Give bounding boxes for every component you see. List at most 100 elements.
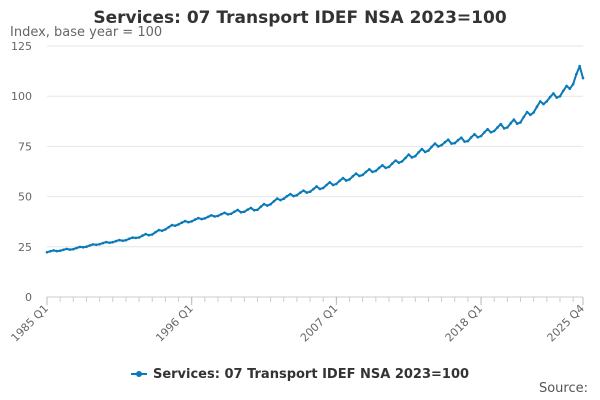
data-point xyxy=(318,187,322,191)
data-point xyxy=(312,187,315,191)
data-point xyxy=(466,139,470,143)
data-point xyxy=(555,96,558,99)
data-point xyxy=(492,129,496,133)
data-point xyxy=(239,211,243,214)
data-point xyxy=(275,197,279,200)
data-point xyxy=(295,193,299,197)
data-point xyxy=(216,214,220,218)
data-point xyxy=(68,248,72,251)
data-point xyxy=(440,143,443,147)
data-point xyxy=(575,72,578,76)
data-point xyxy=(430,145,434,149)
data-point xyxy=(282,197,286,200)
data-point xyxy=(568,87,572,91)
chart-title: Services: 07 Transport IDEF NSA 2023=100 xyxy=(93,8,507,28)
data-point xyxy=(160,229,164,232)
y-tick-label: 125 xyxy=(11,40,32,53)
data-point xyxy=(137,236,141,239)
data-point xyxy=(220,212,223,216)
data-point xyxy=(502,127,506,130)
data-point xyxy=(460,136,463,139)
data-point xyxy=(361,173,365,177)
legend-swatch xyxy=(130,371,147,377)
data-point xyxy=(331,183,335,187)
data-point xyxy=(578,64,581,68)
data-point xyxy=(91,243,95,246)
data-point xyxy=(354,172,358,175)
data-point xyxy=(539,100,542,103)
data-point xyxy=(525,110,529,114)
data-point xyxy=(450,142,453,145)
data-point xyxy=(545,100,549,103)
legend: Services: 07 Transport IDEF NSA 2023=100 xyxy=(0,364,600,382)
y-tick-label: 50 xyxy=(18,191,32,204)
legend-item[interactable]: Services: 07 Transport IDEF NSA 2023=100 xyxy=(130,367,469,382)
data-point xyxy=(384,166,388,170)
data-point xyxy=(203,217,207,220)
data-point xyxy=(581,76,585,80)
data-point xyxy=(351,175,355,178)
data-point xyxy=(55,249,59,253)
data-point xyxy=(147,233,151,237)
y-axis: 0 25 50 75 100 125 xyxy=(11,40,32,304)
data-point xyxy=(427,149,430,152)
data-point xyxy=(437,145,440,148)
data-point xyxy=(164,228,167,231)
data-point xyxy=(279,198,282,202)
data-point xyxy=(45,250,49,254)
x-tick-label: 1985 Q1 xyxy=(9,302,52,345)
data-point xyxy=(177,223,180,226)
data-point xyxy=(78,245,82,249)
data-point xyxy=(397,161,401,164)
data-point xyxy=(364,170,368,174)
data-point xyxy=(210,214,213,217)
data-point xyxy=(453,141,457,145)
data-point xyxy=(262,202,266,206)
data-point xyxy=(358,174,361,178)
data-point xyxy=(410,156,414,159)
data-point xyxy=(108,241,111,244)
data-point xyxy=(256,208,259,212)
data-point xyxy=(535,105,539,108)
data-point xyxy=(558,95,562,98)
data-point xyxy=(377,166,381,170)
data-point xyxy=(562,89,565,93)
y-tick-label: 25 xyxy=(18,241,32,254)
y-tick-label: 100 xyxy=(11,90,32,103)
series-line xyxy=(46,65,584,254)
x-tick-label: 2007 Q1 xyxy=(298,302,341,345)
data-point xyxy=(144,232,147,236)
data-point xyxy=(519,121,522,124)
data-point xyxy=(529,113,532,117)
data-point xyxy=(75,246,78,250)
data-point xyxy=(243,210,246,214)
data-point xyxy=(95,243,98,247)
data-point xyxy=(285,194,289,198)
x-tick-label: 1996 Q1 xyxy=(153,302,196,345)
data-point xyxy=(173,224,177,227)
data-point xyxy=(266,204,269,207)
data-point xyxy=(552,92,555,95)
data-point xyxy=(233,210,236,213)
data-point xyxy=(183,219,187,223)
data-point xyxy=(121,239,124,242)
data-point xyxy=(433,142,437,145)
data-point xyxy=(542,102,545,106)
y-axis-label: Index, base year = 100 xyxy=(10,25,163,40)
data-point xyxy=(88,244,91,247)
source-label: Source: xyxy=(538,381,588,396)
data-point xyxy=(200,217,203,221)
data-point xyxy=(499,122,503,126)
data-point xyxy=(456,138,460,142)
data-point xyxy=(269,203,272,206)
data-point xyxy=(328,181,332,184)
data-point xyxy=(522,115,526,119)
data-point xyxy=(486,127,489,131)
data-point xyxy=(167,225,170,229)
data-point xyxy=(469,136,473,139)
data-point xyxy=(341,176,345,180)
data-point xyxy=(515,122,519,125)
data-point xyxy=(246,208,249,211)
data-point xyxy=(305,191,309,194)
